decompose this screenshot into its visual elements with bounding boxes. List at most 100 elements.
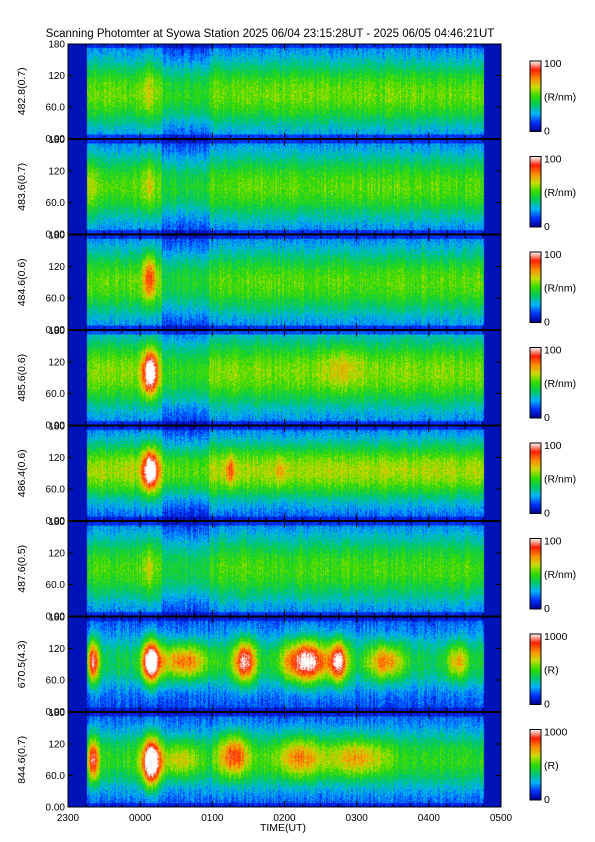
y-axis-label: 487.6(0.5) [16, 545, 28, 593]
y-axis-label: 486.4(0.6) [16, 449, 28, 497]
colorbar-max-label: 100 [544, 154, 562, 166]
heatmap-image [68, 617, 501, 712]
y-tick-label: 60.0 [46, 294, 66, 305]
y-tick-label: 60.0 [46, 771, 66, 782]
y-tick-label: 60.0 [46, 389, 66, 400]
colorbar-unit-label: (R) [544, 760, 559, 772]
y-tick-label: 120 [48, 740, 65, 751]
colorbar [529, 60, 542, 132]
y-tick-label: 180 [48, 231, 65, 242]
colorbar-min-label: 0 [544, 699, 550, 711]
heatmap-image [68, 712, 501, 807]
colorbar [529, 347, 542, 419]
y-tick-label: 120 [48, 71, 65, 82]
chart-title: Scanning Photomter at Syowa Station 2025… [46, 28, 495, 40]
colorbar-min-label: 0 [544, 412, 550, 424]
panel-3: 0.00 60.0 120 180 484.6(0.6) 100 0 (R/nm) [16, 231, 576, 337]
y-tick-label: 180 [48, 40, 65, 51]
y-tick-label: 0.00 [46, 421, 66, 432]
colorbar [529, 156, 542, 228]
panel-4: 0.00 60.0 120 180 485.6(0.6) 100 0 (R/nm) [16, 326, 576, 432]
y-axis-label: 482.8(0.7) [16, 67, 28, 115]
colorbar-max-label: 1000 [544, 631, 568, 643]
colorbar-unit-label: (R/nm) [544, 282, 576, 294]
heatmap-image [68, 521, 501, 616]
colorbar [529, 442, 542, 514]
y-axis-label: 670.5(4.3) [16, 640, 28, 688]
y-tick-label: 0.00 [46, 325, 66, 336]
colorbar-min-label: 0 [544, 317, 550, 329]
y-tick-label: 180 [48, 517, 65, 528]
heatmap-image [68, 235, 501, 330]
x-tick-label: 0500 [490, 813, 513, 824]
y-tick-label: 60.0 [46, 580, 66, 591]
colorbar-min-label: 0 [544, 508, 550, 520]
y-tick-label: 0.00 [46, 516, 66, 527]
colorbar [529, 729, 542, 801]
panels: 0.0060.0120180482.8(0.7)1000(R/nm)0.0060… [16, 40, 576, 814]
colorbar-unit-label: (R) [544, 664, 559, 676]
y-axis-label: 485.6(0.6) [16, 354, 28, 402]
y-axis-label: 484.6(0.6) [16, 258, 28, 306]
y-tick-label: 120 [48, 167, 65, 178]
y-tick-label: 180 [48, 326, 65, 337]
colorbar-unit-label: (R/nm) [544, 91, 576, 103]
y-tick-label: 180 [48, 708, 65, 719]
colorbar-max-label: 100 [544, 249, 562, 261]
colorbar [529, 633, 542, 705]
x-axis-label: TIME(UT) [260, 822, 306, 834]
heatmap-image [68, 330, 501, 425]
colorbar-max-label: 1000 [544, 727, 568, 739]
heatmap-image [68, 139, 501, 234]
y-tick-label: 60.0 [46, 485, 66, 496]
y-tick-label: 180 [48, 422, 65, 433]
colorbar-max-label: 100 [544, 58, 562, 70]
x-tick-label: 0400 [418, 813, 441, 824]
colorbar [529, 251, 542, 323]
colorbar-min-label: 0 [544, 603, 550, 615]
y-tick-label: 60.0 [46, 676, 66, 687]
colorbar-max-label: 100 [544, 536, 562, 548]
x-tick-label: 2300 [57, 813, 80, 824]
colorbar [529, 538, 542, 610]
heatmap-image [68, 426, 501, 521]
y-tick-label: 120 [48, 453, 65, 464]
y-tick-label: 120 [48, 262, 65, 273]
panel-7: 0.00 60.0 120 180 670.5(4.3) 1000 0 (R) [16, 613, 568, 719]
y-tick-label: 120 [48, 644, 65, 655]
y-tick-label: 0.00 [46, 707, 66, 718]
y-axis-label: 844.6(0.7) [16, 736, 28, 784]
y-tick-label: 0.00 [46, 230, 66, 241]
colorbar-unit-label: (R/nm) [544, 473, 576, 485]
heatmap-image [68, 44, 501, 139]
y-tick-label: 180 [48, 135, 65, 146]
y-tick-label: 60.0 [46, 103, 66, 114]
x-tick-label: 0000 [129, 813, 152, 824]
panel-5: 0.00 60.0 120 180 486.4(0.6) 100 0 (R/nm) [16, 422, 576, 528]
y-tick-label: 0.00 [46, 803, 66, 814]
colorbar-min-label: 0 [544, 221, 550, 233]
y-tick-label: 180 [48, 613, 65, 624]
y-tick-label: 120 [48, 549, 65, 560]
colorbar-max-label: 100 [544, 440, 562, 452]
colorbar-unit-label: (R/nm) [544, 378, 576, 390]
panel-2: 0.00 60.0 120 180 483.6(0.7) 100 0 (R/nm) [16, 135, 576, 241]
y-tick-label: 0.00 [46, 612, 66, 623]
panel-8: 0.00 60.0 120 180 844.6(0.7) 1000 0 (R) [16, 708, 568, 814]
y-tick-label: 60.0 [46, 198, 66, 209]
y-tick-label: 120 [48, 358, 65, 369]
colorbar-max-label: 100 [544, 345, 562, 357]
x-tick-label: 0100 [201, 813, 224, 824]
y-tick-label: 0.00 [46, 134, 66, 145]
panel-6: 0.00 60.0 120 180 487.6(0.5) 100 0 (R/nm) [16, 517, 576, 623]
colorbar-unit-label: (R/nm) [544, 569, 576, 581]
y-axis-label: 483.6(0.7) [16, 163, 28, 211]
x-tick-label: 0200 [273, 813, 296, 824]
panel-1: 0.00 60.0 120 180 482.8(0.7) 100 0 (R/nm) [16, 40, 576, 146]
x-axis-ticks: 2300 0000 0100 0200 0300 0400 0500 [57, 813, 513, 824]
colorbar-unit-label: (R/nm) [544, 187, 576, 199]
colorbar-min-label: 0 [544, 794, 550, 806]
x-tick-label: 0300 [346, 813, 369, 824]
colorbar-min-label: 0 [544, 126, 550, 138]
